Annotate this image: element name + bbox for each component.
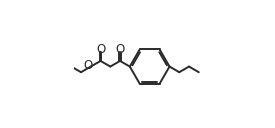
Text: O: O <box>83 59 92 72</box>
Text: O: O <box>96 43 105 56</box>
Text: O: O <box>116 43 125 56</box>
